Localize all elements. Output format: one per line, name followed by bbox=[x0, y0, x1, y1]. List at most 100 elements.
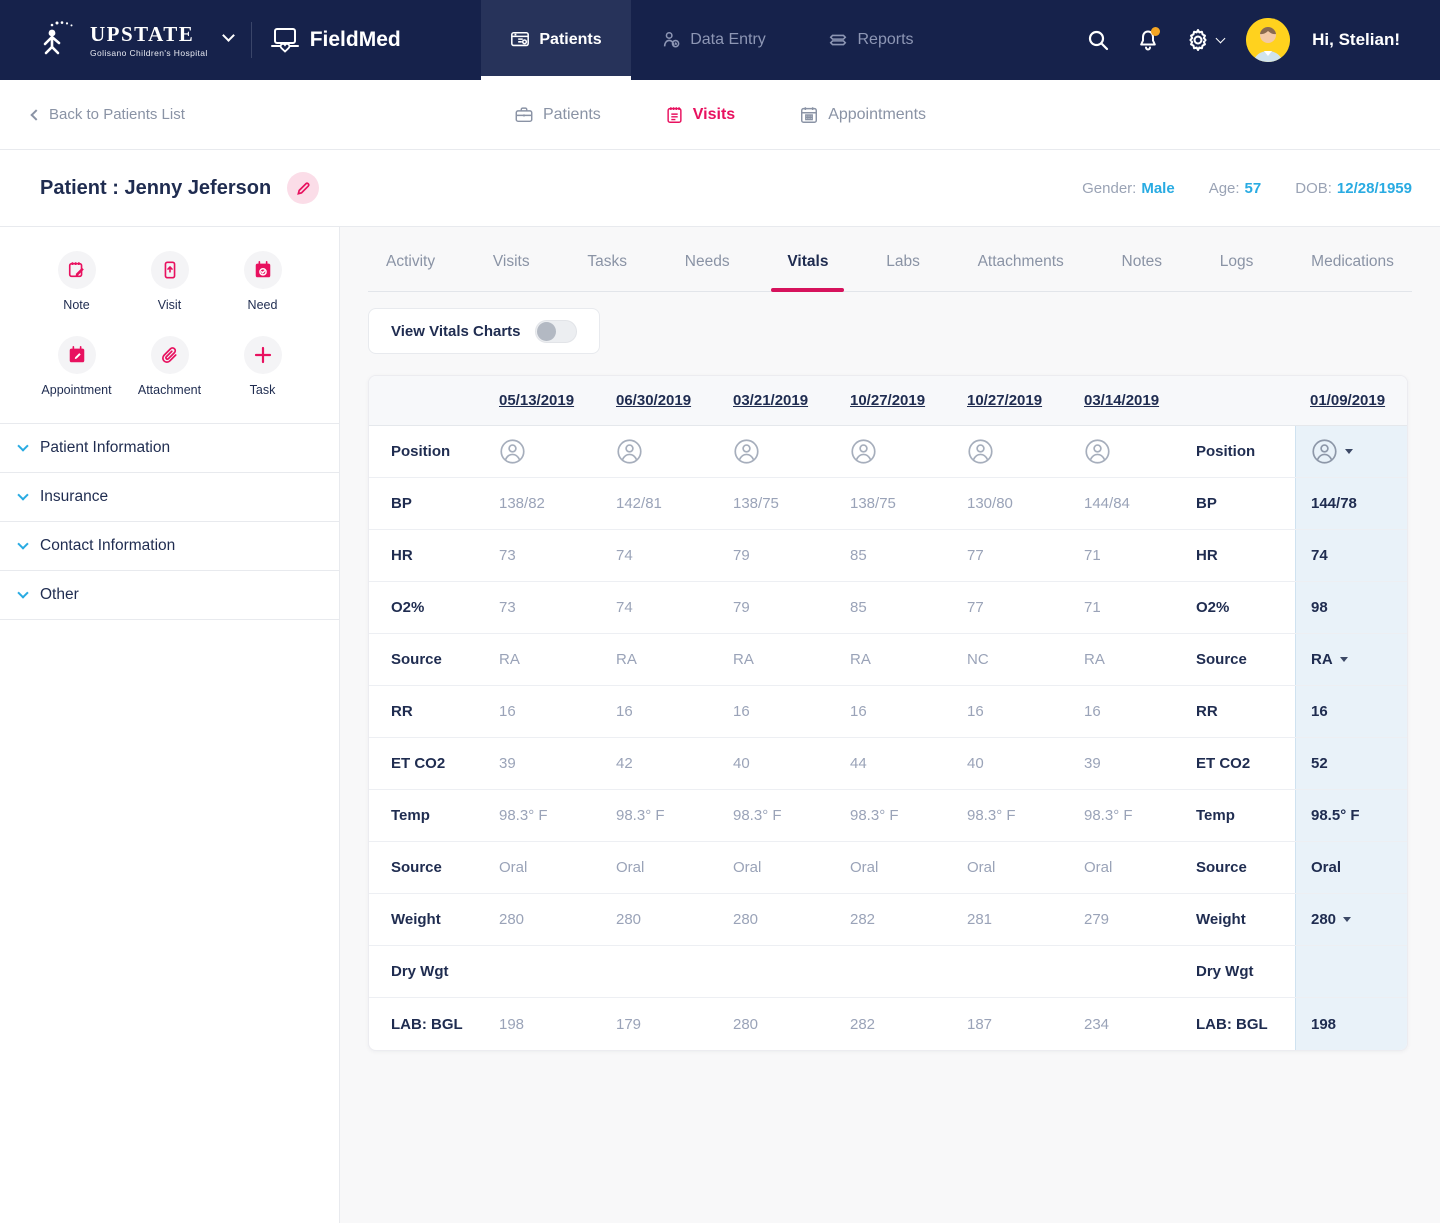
sidebar-section-patient-information[interactable]: Patient Information bbox=[0, 424, 339, 473]
vitals-row-label-right: Dry Wgt bbox=[1196, 963, 1254, 980]
brand-chevron-down-icon[interactable] bbox=[221, 28, 235, 42]
vitals-current-cell: Oral bbox=[1295, 842, 1407, 893]
data-entry-icon bbox=[661, 30, 681, 50]
visit-date-link[interactable]: 10/27/2019 bbox=[850, 392, 926, 409]
tab-attachments[interactable]: Attachments bbox=[977, 253, 1064, 270]
position-dropdown[interactable] bbox=[1311, 438, 1353, 465]
visit-date-link[interactable]: 03/14/2019 bbox=[1084, 392, 1160, 409]
upstate-figure-icon bbox=[40, 20, 80, 60]
vitals-value-cell: RA bbox=[733, 651, 754, 668]
tab-tasks[interactable]: Tasks bbox=[587, 253, 628, 270]
vitals-current-cell: 16 bbox=[1295, 686, 1407, 737]
vitals-value-cell: 280 bbox=[733, 1015, 759, 1033]
vitals-current-cell[interactable]: 280 bbox=[1295, 894, 1407, 945]
patient-meta-label: Age: bbox=[1208, 179, 1240, 197]
vitals-value-cell: 130/80 bbox=[967, 495, 1013, 512]
app-name: FieldMed bbox=[309, 28, 401, 51]
upstate-logo[interactable]: UPSTATE Golisano Children's Hospital bbox=[0, 0, 235, 80]
top-nav-tab-data-entry[interactable]: Data Entry bbox=[631, 0, 796, 80]
vitals-value-cell: RA bbox=[1084, 651, 1105, 668]
current-visit-date-link[interactable]: 01/09/2019 bbox=[1310, 392, 1386, 409]
toggle-label: View Vitals Charts bbox=[391, 322, 521, 340]
quick-actions: Note Visit Need Appointment Attachment Task bbox=[0, 227, 339, 424]
patient-meta-field: Gender: Male bbox=[1082, 180, 1175, 197]
vitals-value-cell bbox=[479, 946, 596, 997]
vitals-row-label-right: ET CO2 bbox=[1196, 755, 1251, 772]
vitals-value-cell: 98.3° F bbox=[967, 807, 1016, 824]
top-nav-tab-label: Data Entry bbox=[690, 31, 766, 48]
quick-action-label: Note bbox=[63, 298, 90, 312]
quick-action-visit[interactable]: Visit bbox=[123, 251, 216, 312]
vitals-value-cell: Oral bbox=[616, 859, 645, 876]
subnav-tab-visits[interactable]: Visits bbox=[665, 105, 735, 125]
patient-meta-value[interactable]: 57 bbox=[1244, 179, 1262, 197]
task-icon bbox=[252, 344, 274, 366]
position-person-icon bbox=[850, 438, 877, 465]
quick-action-task[interactable]: Task bbox=[216, 336, 309, 397]
vitals-row-source: Source Oral Oral Oral Oral Oral Oral Source Oral bbox=[369, 842, 1407, 894]
position-person-icon bbox=[733, 438, 760, 465]
tab-logs[interactable]: Logs bbox=[1219, 253, 1254, 270]
note-icon bbox=[67, 260, 87, 280]
vitals-value-cell bbox=[479, 426, 596, 477]
vitals-current-cell[interactable] bbox=[1295, 426, 1407, 477]
vitals-row-label-right: BP bbox=[1196, 495, 1217, 512]
quick-action-appointment[interactable]: Appointment bbox=[30, 336, 123, 397]
vitals-value-cell: 138/82 bbox=[499, 495, 545, 512]
vitals-value-cell: 16 bbox=[1084, 703, 1101, 720]
vitals-row-dry-wgt: Dry Wgt Dry Wgt bbox=[369, 946, 1407, 998]
quick-action-attachment[interactable]: Attachment bbox=[123, 336, 216, 397]
vitals-date-cell: 10/27/2019 bbox=[830, 376, 947, 425]
user-avatar[interactable] bbox=[1246, 18, 1291, 62]
vitals-row-label-right: O2% bbox=[1196, 599, 1230, 616]
patient-meta-value[interactable]: 12/28/1959 bbox=[1336, 179, 1412, 197]
quick-action-circle bbox=[150, 251, 189, 289]
settings-menu[interactable] bbox=[1184, 26, 1226, 54]
tab-visits[interactable]: Visits bbox=[492, 253, 530, 270]
subnav-tab-patients[interactable]: Patients bbox=[514, 105, 601, 125]
vitals-value-cell bbox=[596, 426, 713, 477]
notifications-bell-icon[interactable] bbox=[1134, 26, 1162, 54]
tab-needs[interactable]: Needs bbox=[684, 253, 730, 270]
sidebar-section-other[interactable]: Other bbox=[0, 571, 339, 620]
sidebar-section-insurance[interactable]: Insurance bbox=[0, 473, 339, 522]
view-vitals-charts-toggle[interactable] bbox=[535, 319, 577, 343]
sub-navbar: Back to Patients List Patients Visits Appo… bbox=[0, 80, 1440, 150]
tab-labs[interactable]: Labs bbox=[886, 253, 920, 270]
visit-date-link[interactable]: 05/13/2019 bbox=[499, 392, 575, 409]
vitals-value-cell: 282 bbox=[850, 911, 876, 928]
visit-date-link[interactable]: 03/21/2019 bbox=[733, 392, 809, 409]
quick-action-note[interactable]: Note bbox=[30, 251, 123, 312]
visit-date-link[interactable]: 06/30/2019 bbox=[616, 392, 692, 409]
vitals-row-label-right: RR bbox=[1196, 703, 1218, 720]
sidebar-section-contact-information[interactable]: Contact Information bbox=[0, 522, 339, 571]
vitals-current-cell[interactable]: RA bbox=[1295, 634, 1407, 685]
visit-date-link[interactable]: 10/27/2019 bbox=[967, 392, 1043, 409]
vitals-value-cell: 279 bbox=[1084, 911, 1110, 928]
briefcase-icon bbox=[514, 105, 534, 124]
patient-meta-value[interactable]: Male bbox=[1141, 179, 1175, 197]
vitals-row-label: O2% bbox=[391, 599, 425, 616]
subnav-tab-appointments[interactable]: Appointments bbox=[799, 105, 926, 125]
top-nav-tab-reports[interactable]: Reports bbox=[796, 0, 946, 80]
brand-name: UPSTATE bbox=[90, 22, 195, 46]
back-to-patients-link[interactable]: Back to Patients List bbox=[30, 106, 185, 123]
patients-icon bbox=[510, 30, 530, 50]
vitals-value-cell: 77 bbox=[967, 599, 984, 616]
vitals-row-label-right: Temp bbox=[1196, 807, 1235, 824]
tab-notes[interactable]: Notes bbox=[1121, 253, 1163, 270]
vitals-current-value: 98.5° F bbox=[1311, 807, 1360, 824]
subnav-tabs: Patients Visits Appointments bbox=[0, 105, 1440, 125]
settings-chevron-down-icon bbox=[1215, 33, 1226, 43]
tab-vitals[interactable]: Vitals bbox=[771, 235, 845, 292]
top-nav-tab-patients[interactable]: Patients bbox=[481, 0, 631, 80]
search-icon[interactable] bbox=[1084, 26, 1112, 54]
attachment-icon bbox=[159, 345, 180, 366]
tab-medications[interactable]: Medications bbox=[1311, 253, 1394, 270]
edit-patient-button[interactable] bbox=[287, 172, 320, 204]
vitals-value-cell: 79 bbox=[733, 599, 750, 616]
vitals-current-cell: 144/78 bbox=[1295, 478, 1407, 529]
tab-activity[interactable]: Activity bbox=[386, 253, 436, 270]
quick-action-need[interactable]: Need bbox=[216, 251, 309, 312]
